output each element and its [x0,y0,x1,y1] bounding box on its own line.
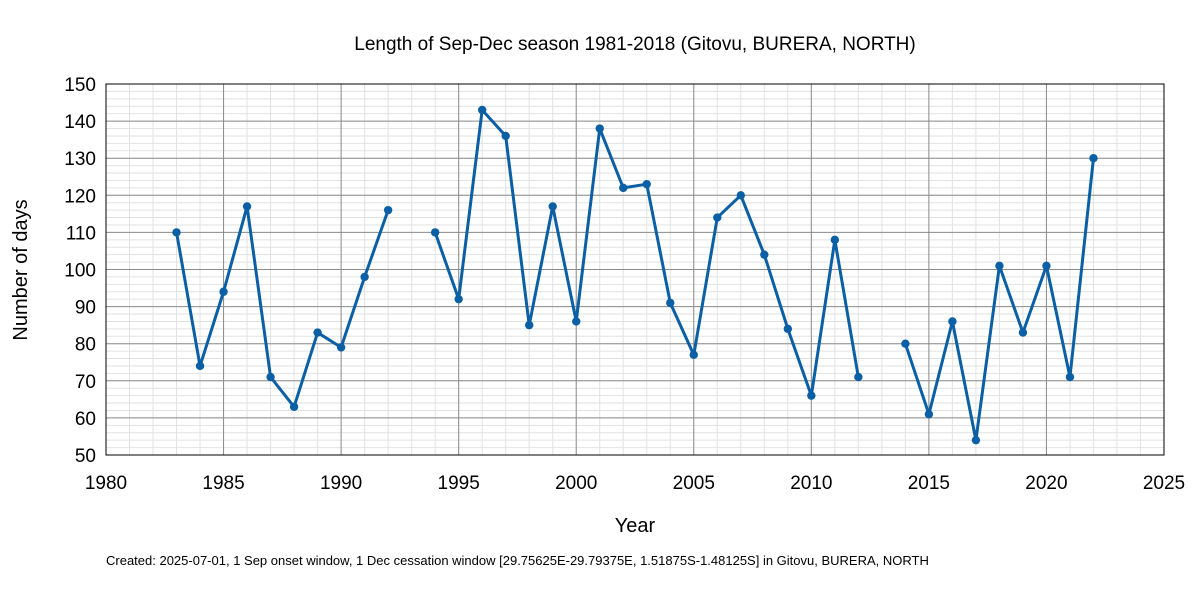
data-point [924,409,934,419]
x-tick-label: 2015 [908,473,950,494]
data-point [948,317,957,326]
data-point [1018,328,1028,337]
data-point [1065,372,1075,382]
y-tick-label: 60 [75,409,96,430]
y-axis-label: Number of days [10,199,32,340]
data-point [666,298,675,308]
y-tick-label: 80 [75,335,96,356]
data-point [783,324,793,334]
y-tick-label: 100 [64,261,96,282]
data-point [689,350,698,360]
data-point [501,131,510,141]
data-point [971,435,981,445]
data-point [854,372,863,382]
data-point [430,228,440,237]
y-tick-label: 90 [75,298,96,319]
x-axis-label: Year [615,515,656,537]
data-point [713,213,722,222]
data-point [807,391,816,400]
x-tick-label: 2020 [1025,473,1067,494]
x-tick-label: 2000 [555,473,597,494]
series-group [172,105,1098,445]
x-tick-label: 1980 [85,473,127,494]
x-tick-label: 2010 [790,473,832,494]
data-point [360,272,369,282]
data-point [572,317,581,326]
axis-ticks: 1980 1985 1990 1995 2000 2005 2010 2015 2020 2025… [64,75,1185,494]
y-tick-label: 50 [75,446,96,467]
data-point [383,205,393,215]
data-point [172,228,181,237]
plot-frame [105,83,1165,456]
data-point [642,179,651,189]
data-point [477,105,487,115]
data-point [336,343,346,352]
data-point [619,183,628,193]
x-tick-label: 2005 [673,473,715,494]
data-point [242,202,252,211]
data-point [219,287,228,296]
data-point [289,402,299,411]
data-point [901,339,910,348]
series-line [175,204,390,409]
y-tick-label: 120 [64,186,96,207]
data-point [313,328,322,337]
data-point [548,202,557,211]
data-point [595,124,604,133]
y-tick-label: 150 [64,75,96,96]
data-point [266,372,275,382]
y-tick-label: 110 [66,223,96,244]
x-tick-label: 1985 [202,473,244,494]
data-point [1042,261,1051,270]
plot-grid [105,83,1165,456]
y-tick-label: 70 [75,372,96,393]
data-point [1089,154,1098,163]
data-point [454,294,463,304]
y-tick-label: 140 [64,112,96,133]
chart-title: Length of Sep-Dec season 1981-2018 (Gito… [354,34,915,55]
x-tick-label: 1995 [438,473,480,494]
data-point [830,235,840,245]
data-point [736,191,745,200]
chart-caption: Created: 2025-07-01, 1 Sep onset window,… [106,553,929,568]
data-point [995,261,1004,270]
x-tick-label: 1990 [320,473,362,494]
data-point [195,361,205,371]
x-tick-label: 2025 [1143,473,1185,494]
data-point [525,320,534,330]
y-tick-label: 130 [64,149,96,170]
data-point [760,250,769,259]
